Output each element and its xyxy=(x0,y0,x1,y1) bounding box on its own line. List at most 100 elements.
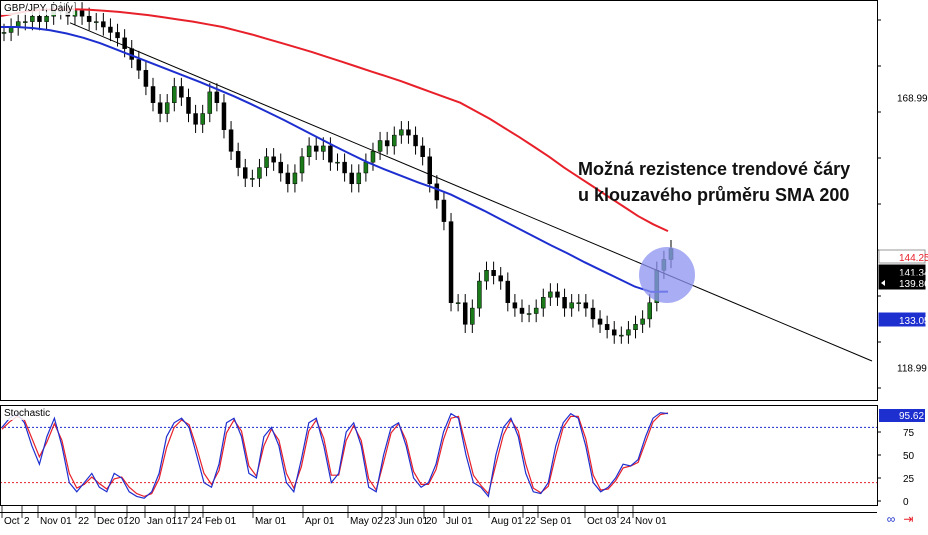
candle xyxy=(484,261,489,290)
time-axis-label: Aug 01 xyxy=(491,516,523,527)
candle xyxy=(384,131,390,155)
candle-body xyxy=(328,145,333,163)
candle-body xyxy=(228,129,234,152)
candle xyxy=(533,299,539,323)
candle-body xyxy=(179,86,184,98)
candle-body xyxy=(157,102,163,114)
candle-body xyxy=(377,140,383,152)
candle-body xyxy=(278,161,283,174)
chart-title: GBP/JPY, Daily xyxy=(2,3,75,15)
candle-body xyxy=(384,140,390,147)
candle-body xyxy=(86,15,92,22)
candle xyxy=(172,77,177,112)
candle xyxy=(356,164,362,193)
candle xyxy=(243,158,248,188)
candle-body xyxy=(427,156,432,185)
stoch-d-line xyxy=(1,412,669,498)
candle-body xyxy=(349,172,354,185)
time-axis-label: Nov 01 xyxy=(40,516,72,527)
stoch-current-value: 95.62 xyxy=(899,411,924,422)
candle-body xyxy=(101,21,106,28)
candle xyxy=(328,137,333,171)
stoch-tick-label: 75 xyxy=(903,428,915,439)
candle-body xyxy=(23,21,28,23)
candle xyxy=(455,294,461,312)
price-label-text: 141.34 xyxy=(899,268,928,279)
candle xyxy=(150,77,156,112)
candle-body xyxy=(462,302,468,325)
candle xyxy=(335,153,340,171)
candle xyxy=(93,12,99,31)
candle xyxy=(427,148,432,193)
candle xyxy=(548,283,553,306)
candle xyxy=(590,299,596,328)
candle-body xyxy=(335,161,340,164)
time-axis-label: Oct 03 xyxy=(587,516,617,527)
candle xyxy=(306,137,312,166)
trendline xyxy=(69,22,873,362)
candle-body xyxy=(583,302,589,309)
candle-body xyxy=(533,307,539,314)
stoch-tick-label: 0 xyxy=(903,497,909,508)
candle xyxy=(136,50,142,79)
candle xyxy=(207,83,213,123)
price-label-text: 139.86 xyxy=(899,279,928,290)
price-frame xyxy=(0,0,878,401)
candle-body xyxy=(93,21,99,23)
candle xyxy=(399,121,404,144)
time-axis-label: Dec 01 xyxy=(97,516,129,527)
candle xyxy=(498,267,503,290)
candle-body xyxy=(143,70,149,87)
candle-body xyxy=(115,32,120,39)
candle-body xyxy=(434,183,440,201)
candle-body xyxy=(186,97,191,114)
candle xyxy=(512,294,518,317)
price-label-box xyxy=(878,312,926,327)
candle-body xyxy=(512,302,518,309)
time-axis-label: 22 xyxy=(525,516,537,527)
stochastic-title: Stochastic xyxy=(2,408,53,420)
candle-body xyxy=(548,291,553,298)
candle-body xyxy=(250,178,255,180)
candle-body xyxy=(321,145,326,152)
annotation-line-1: Možná rezistence trendové čáry xyxy=(578,159,851,179)
candle xyxy=(313,137,319,160)
candle xyxy=(377,131,383,160)
candle-body xyxy=(221,102,227,130)
candle xyxy=(8,18,14,42)
candle xyxy=(406,121,411,144)
price-tick-label: 118.99 xyxy=(897,364,927,375)
candle xyxy=(79,2,85,25)
candle xyxy=(519,299,525,323)
candle-body xyxy=(526,313,532,315)
candle-body xyxy=(356,172,362,185)
candle-body xyxy=(200,113,205,125)
candle xyxy=(292,164,298,193)
candle xyxy=(228,121,234,160)
arrow-icon[interactable]: ⇥ xyxy=(903,512,914,526)
time-axis-label: Jan 01 xyxy=(147,516,177,527)
candle xyxy=(86,7,92,31)
candle xyxy=(526,304,532,323)
time-axis-label: Nov 01 xyxy=(635,516,667,527)
candle xyxy=(157,94,163,123)
candle-body xyxy=(455,302,461,304)
candle-body xyxy=(342,161,347,174)
candle xyxy=(583,294,589,317)
link-icon[interactable]: ∞ xyxy=(886,512,896,526)
candle xyxy=(257,158,262,188)
candle xyxy=(271,148,276,171)
candle xyxy=(349,164,354,193)
candle-body xyxy=(611,329,617,336)
candle-body xyxy=(626,329,631,336)
candle xyxy=(441,191,447,231)
candle-body xyxy=(193,113,198,125)
candle-body xyxy=(555,291,560,298)
candle-body xyxy=(392,134,397,147)
candle xyxy=(470,299,475,333)
time-axis-label: Feb 01 xyxy=(205,516,237,527)
candle-body xyxy=(541,297,546,309)
candle xyxy=(491,261,496,285)
